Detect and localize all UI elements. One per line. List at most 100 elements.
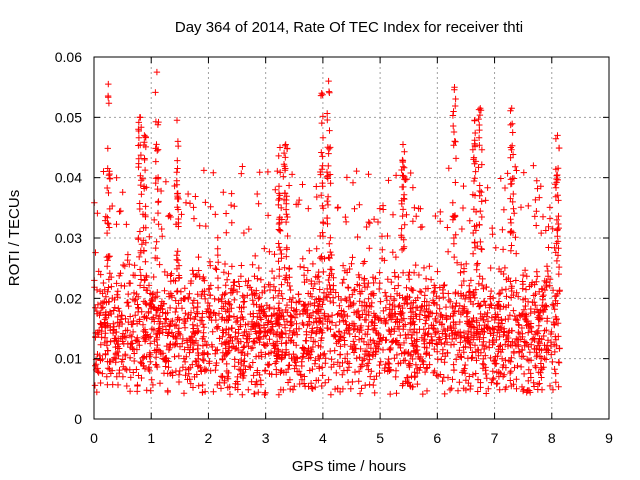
- data-point: [400, 315, 407, 322]
- data-point: [417, 205, 424, 212]
- data-point: [342, 218, 350, 226]
- data-point: [462, 361, 469, 369]
- data-point: [519, 387, 527, 395]
- data-point: [530, 383, 538, 390]
- data-point: [351, 286, 358, 293]
- data-point: [319, 202, 326, 210]
- data-point: [110, 320, 117, 327]
- data-point: [165, 364, 172, 371]
- data-point: [239, 313, 246, 321]
- data-point: [544, 342, 551, 349]
- data-point: [326, 254, 333, 262]
- data-point: [356, 354, 363, 361]
- data-point: [467, 344, 474, 351]
- data-point: [108, 273, 115, 281]
- data-point: [503, 276, 510, 283]
- data-point: [152, 244, 159, 252]
- data-point: [241, 352, 248, 359]
- data-point: [521, 267, 529, 274]
- data-point: [255, 352, 262, 360]
- data-point: [496, 333, 503, 340]
- data-point: [498, 286, 506, 294]
- data-point: [181, 346, 188, 353]
- data-point: [275, 226, 283, 233]
- data-point: [131, 272, 139, 279]
- data-point: [436, 319, 443, 326]
- data-point: [344, 325, 352, 332]
- data-point: [149, 381, 157, 389]
- data-point: [173, 117, 181, 124]
- data-point: [463, 260, 470, 268]
- data-point: [500, 270, 507, 278]
- data-point: [184, 190, 192, 198]
- data-point: [385, 326, 393, 334]
- data-point: [305, 205, 312, 212]
- grid: [94, 57, 609, 419]
- data-point: [461, 295, 469, 303]
- data-point: [287, 286, 294, 294]
- data-point: [502, 357, 509, 364]
- data-point: [324, 116, 331, 124]
- data-point: [248, 378, 255, 385]
- data-point: [330, 274, 337, 281]
- data-point: [338, 312, 345, 319]
- data-point: [127, 280, 134, 287]
- data-point: [499, 226, 506, 233]
- data-point: [134, 388, 141, 395]
- data-point: [106, 270, 113, 277]
- data-point: [495, 373, 503, 380]
- data-point: [226, 343, 233, 350]
- data-point: [421, 368, 429, 376]
- data-point: [252, 353, 260, 360]
- data-point: [271, 342, 278, 350]
- data-point: [132, 312, 139, 319]
- data-point: [283, 272, 290, 279]
- data-point: [226, 314, 233, 321]
- data-point: [328, 270, 335, 277]
- data-point: [532, 196, 539, 204]
- data-point: [275, 201, 282, 209]
- data-point: [387, 390, 394, 398]
- data-point: [211, 295, 218, 303]
- data-point: [218, 373, 225, 380]
- data-point: [451, 253, 458, 261]
- data-point: [383, 297, 391, 304]
- data-point: [131, 350, 138, 357]
- data-point: [94, 329, 101, 336]
- data-point: [469, 191, 477, 198]
- data-point: [522, 286, 530, 293]
- data-point: [324, 201, 332, 209]
- data-point: [105, 80, 112, 88]
- data-point: [449, 335, 456, 343]
- data-point: [451, 84, 458, 91]
- data-point: [495, 265, 503, 273]
- x-axis-title: GPS time / hours: [292, 458, 406, 475]
- data-point: [466, 288, 473, 295]
- data-point: [487, 295, 494, 302]
- data-point: [313, 193, 320, 201]
- data-point: [106, 358, 113, 365]
- data-point: [409, 218, 417, 225]
- data-point: [376, 269, 383, 276]
- data-point: [432, 315, 439, 323]
- data-point: [341, 267, 349, 274]
- data-point: [181, 358, 189, 366]
- data-point: [540, 332, 547, 340]
- data-point: [460, 182, 467, 190]
- data-point: [473, 328, 480, 335]
- data-point: [412, 311, 419, 318]
- data-point: [145, 366, 152, 373]
- data-point: [91, 382, 99, 389]
- data-point: [513, 376, 520, 383]
- data-point: [198, 292, 205, 300]
- data-point: [137, 272, 144, 279]
- data-point: [340, 276, 347, 283]
- data-point: [197, 367, 205, 374]
- data-point: [449, 302, 456, 310]
- data-point: [140, 284, 148, 291]
- data-point: [373, 343, 380, 350]
- data-point: [386, 346, 393, 353]
- data-point: [108, 283, 115, 290]
- data-point: [162, 315, 169, 322]
